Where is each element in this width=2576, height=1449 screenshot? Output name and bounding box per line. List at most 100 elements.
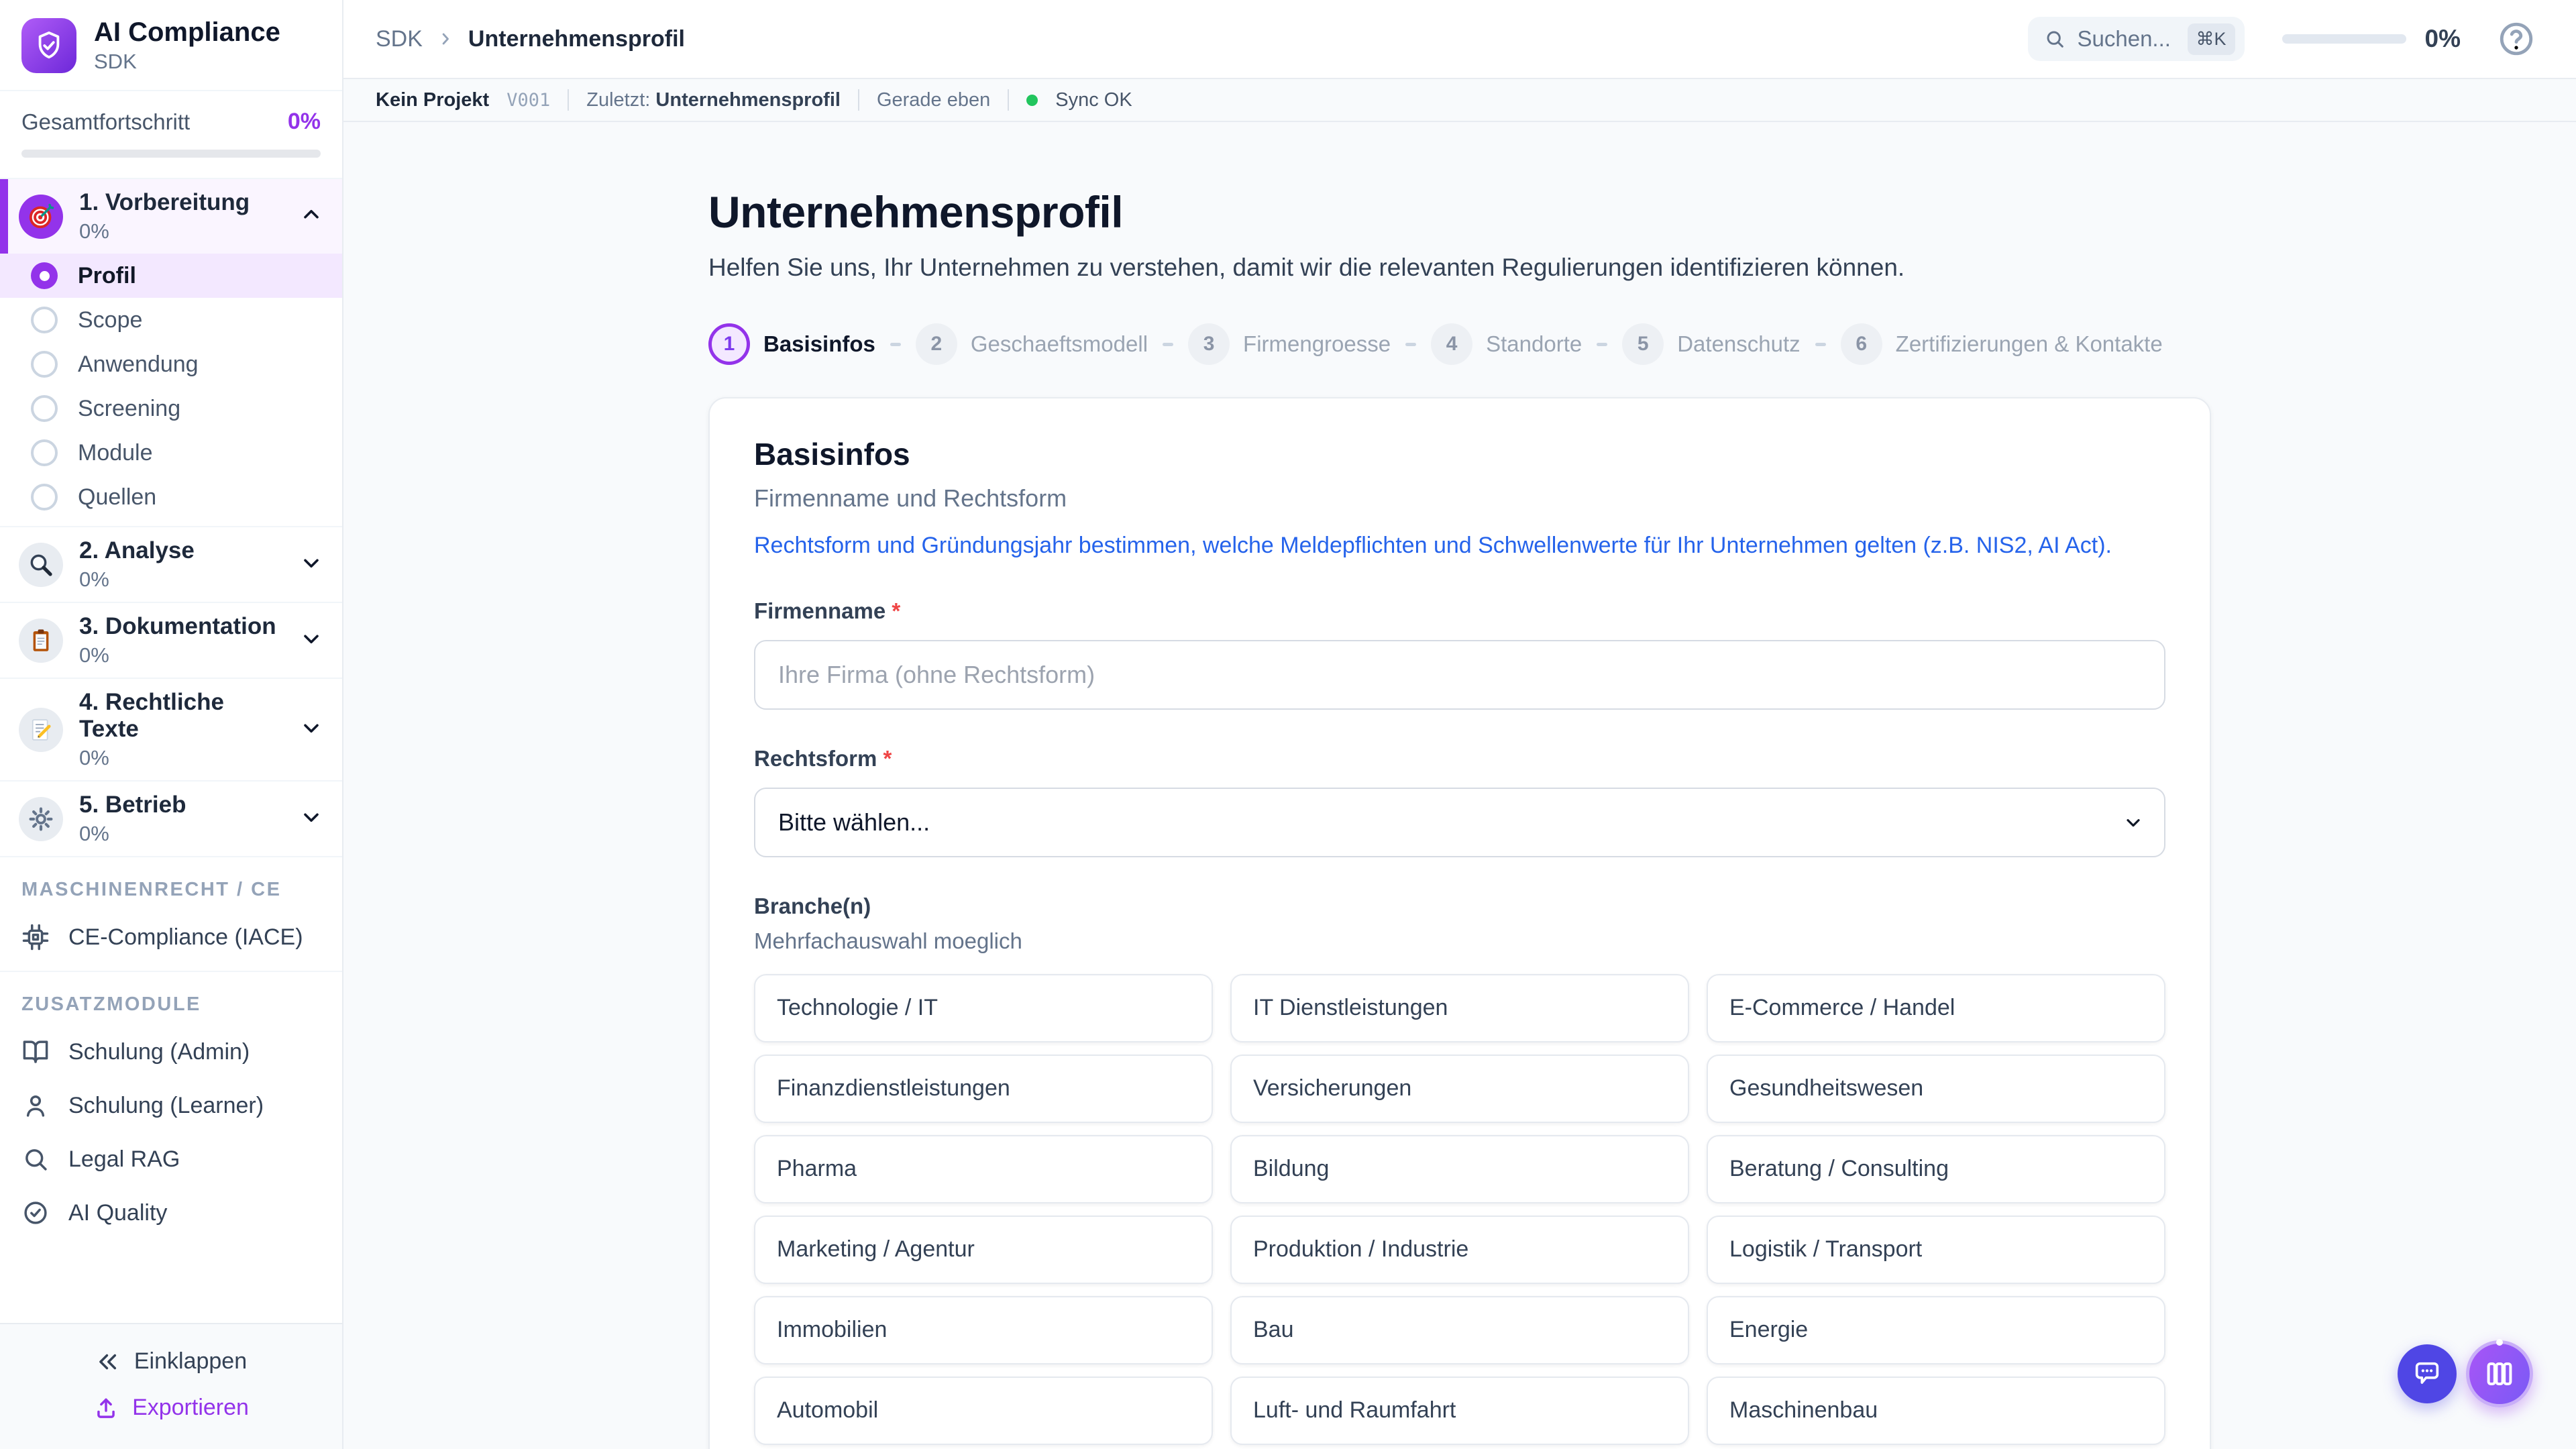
branche-hint: Mehrfachauswahl moeglich xyxy=(754,928,1022,953)
industry-button-versicherungen[interactable]: Versicherungen xyxy=(1230,1054,1689,1123)
industry-button-it-dienstleistungen[interactable]: IT Dienstleistungen xyxy=(1230,973,1689,1042)
main-content: Unternehmensprofil Helfen Sie uns, Ihr U… xyxy=(343,122,2576,1449)
sidebar-section-3-dokumentation[interactable]: 3. Dokumentation 0% xyxy=(0,603,342,678)
rechtsform-selected-value: Bitte wählen... xyxy=(778,808,930,836)
sidebar-item-module[interactable]: Module xyxy=(0,431,342,475)
page-title: Unternehmensprofil xyxy=(708,187,1124,237)
stepper-step-zertifizierungen-kontakte[interactable]: 6 Zertifizierungen & Kontakte xyxy=(1840,323,2163,365)
radio-empty-icon xyxy=(31,307,58,333)
collapse-sidebar-button[interactable]: Einklappen xyxy=(86,1343,256,1380)
industry-button-maschinenbau[interactable]: Maschinenbau xyxy=(1707,1376,2165,1445)
sidebar-item-label: Anwendung xyxy=(78,351,199,377)
sidebar-item-label: Schulung (Admin) xyxy=(68,1038,250,1065)
sidebar-footer: Einklappen Exportieren xyxy=(0,1323,342,1449)
chat-fab-button[interactable] xyxy=(2398,1344,2457,1403)
sidebar-item-label: Scope xyxy=(78,307,143,333)
sidebar-item-label: CE-Compliance (IACE) xyxy=(68,924,303,950)
sidebar-item-legal-rag[interactable]: Legal RAG xyxy=(0,1132,342,1186)
sidebar-phase-nav: 1. Vorbereitung 0% Profil Scope Anwendung Scr… xyxy=(0,179,342,857)
industry-button-bau[interactable]: Bau xyxy=(1230,1295,1689,1364)
search-box[interactable]: ⌘K xyxy=(2027,17,2245,61)
regulation-info-text: Rechtsform und Gründungsjahr bestimmen, … xyxy=(754,533,2112,558)
chevron-icon xyxy=(299,551,323,575)
industry-button-marketing-agentur[interactable]: Marketing / Agentur xyxy=(754,1215,1213,1284)
sidebar-item-label: Profil xyxy=(78,262,136,288)
step-separator xyxy=(1815,342,1826,346)
sidebar-phase-block: 4. Rechtliche Texte 0% xyxy=(0,679,342,782)
columns-fab-button[interactable] xyxy=(2466,1339,2533,1407)
firmenname-label: Firmenname * xyxy=(754,598,901,623)
sidebar-phase-block: 2. Analyse 0% xyxy=(0,527,342,603)
sidebar-item-label: AI Quality xyxy=(68,1199,168,1226)
columns-icon xyxy=(2483,1358,2516,1390)
looking-icon xyxy=(27,551,55,579)
rechtsform-select[interactable]: Bitte wählen... xyxy=(754,787,2165,857)
sidebar-phase-block: 3. Dokumentation 0% xyxy=(0,603,342,679)
divider xyxy=(1008,89,1010,111)
industry-button-produktion-industrie[interactable]: Produktion / Industrie xyxy=(1230,1215,1689,1284)
sidebar-item-ai-quality[interactable]: AI Quality xyxy=(0,1186,342,1240)
industry-button-e-commerce-handel[interactable]: E-Commerce / Handel xyxy=(1707,973,2165,1042)
app-logo-shield-icon xyxy=(21,18,76,73)
sidebar-item-quellen[interactable]: Quellen xyxy=(0,475,342,519)
phase-texts: 3. Dokumentation 0% xyxy=(79,613,283,667)
radio-empty-icon xyxy=(31,395,58,422)
sidebar-item-scope[interactable]: Scope xyxy=(0,298,342,342)
industry-button-automobil[interactable]: Automobil xyxy=(754,1376,1213,1445)
stepper-step-standorte[interactable]: 4 Standorte xyxy=(1431,323,1582,365)
stepper-step-geschaeftsmodell[interactable]: 2 Geschaeftsmodell xyxy=(915,323,1148,365)
gear-icon xyxy=(19,796,63,841)
step-label: Datenschutz xyxy=(1677,331,1801,356)
phase-percent: 0% xyxy=(79,746,109,769)
sidebar-item-anwendung[interactable]: Anwendung xyxy=(0,342,342,386)
target-icon xyxy=(19,194,63,239)
phase-texts: 2. Analyse 0% xyxy=(79,537,283,592)
breadcrumb-root[interactable]: SDK xyxy=(376,25,423,52)
sidebar-section-2-analyse[interactable]: 2. Analyse 0% xyxy=(0,527,342,602)
industry-button-finanzdienstleistungen[interactable]: Finanzdienstleistungen xyxy=(754,1054,1213,1123)
gear-icon xyxy=(27,805,55,833)
sidebar-section-5-betrieb[interactable]: 5. Betrieb 0% xyxy=(0,782,342,856)
stepper-step-basisinfos[interactable]: 1 Basisinfos xyxy=(708,323,875,365)
industry-button-beratung-consulting[interactable]: Beratung / Consulting xyxy=(1707,1134,2165,1203)
target-icon xyxy=(27,203,55,231)
chevron-icon xyxy=(299,716,323,740)
last-section: Zuletzt: Unternehmensprofil xyxy=(586,89,841,111)
sidebar-item-profil[interactable]: Profil xyxy=(0,254,342,298)
stepper-step-firmengroesse[interactable]: 3 Firmengroesse xyxy=(1188,323,1391,365)
sidebar-section-1-vorbereitung[interactable]: 1. Vorbereitung 0% xyxy=(0,179,342,254)
app-subtitle: SDK xyxy=(94,50,137,73)
export-button[interactable]: Exportieren xyxy=(84,1389,258,1426)
search-input[interactable] xyxy=(2076,25,2177,52)
industry-button-technologie-it[interactable]: Technologie / IT xyxy=(754,973,1213,1042)
industry-button-gesundheitswesen[interactable]: Gesundheitswesen xyxy=(1707,1054,2165,1123)
sidebar-item-schulung-learner[interactable]: Schulung (Learner) xyxy=(0,1079,342,1132)
phase-percent: 0% xyxy=(79,568,109,591)
industry-button-energie[interactable]: Energie xyxy=(1707,1295,2165,1364)
industry-button-immobilien[interactable]: Immobilien xyxy=(754,1295,1213,1364)
step-number: 4 xyxy=(1431,323,1473,365)
group-header-maschinenrecht-ce: MASCHINENRECHT / CE xyxy=(21,879,282,900)
sidebar-section-4-rechtliche-texte[interactable]: 4. Rechtliche Texte 0% xyxy=(0,679,342,780)
industry-button-bildung[interactable]: Bildung xyxy=(1230,1134,1689,1203)
overall-progress: Gesamtfortschritt 0% xyxy=(0,91,342,179)
double-chevron-left-icon xyxy=(95,1349,121,1375)
memo-icon xyxy=(27,716,55,744)
firmenname-input[interactable] xyxy=(754,639,2165,710)
sidebar-item-ce-compliance-iace[interactable]: CE-Compliance (IACE) xyxy=(0,910,342,964)
phase-sub-items: Profil Scope Anwendung Screening Module Quell… xyxy=(0,254,342,526)
last-saved-time: Gerade eben xyxy=(876,89,991,111)
topbar-progress-track xyxy=(2282,34,2406,44)
step-separator xyxy=(1163,342,1174,346)
stepper-step-datenschutz[interactable]: 5 Datenschutz xyxy=(1622,323,1801,365)
industry-button-luft-und-raumfahrt[interactable]: Luft- und Raumfahrt xyxy=(1230,1376,1689,1445)
chevron-icon xyxy=(299,627,323,651)
industry-button-pharma[interactable]: Pharma xyxy=(754,1134,1213,1203)
sidebar-item-label: Schulung (Learner) xyxy=(68,1092,264,1118)
industry-button-logistik-transport[interactable]: Logistik / Transport xyxy=(1707,1215,2165,1284)
phase-title: 1. Vorbereitung xyxy=(79,189,250,215)
sidebar-item-schulung-admin[interactable]: Schulung (Admin) xyxy=(0,1025,342,1079)
help-button[interactable] xyxy=(2497,19,2536,58)
sidebar-item-screening[interactable]: Screening xyxy=(0,386,342,431)
search-shortcut-badge: ⌘K xyxy=(2187,23,2235,55)
